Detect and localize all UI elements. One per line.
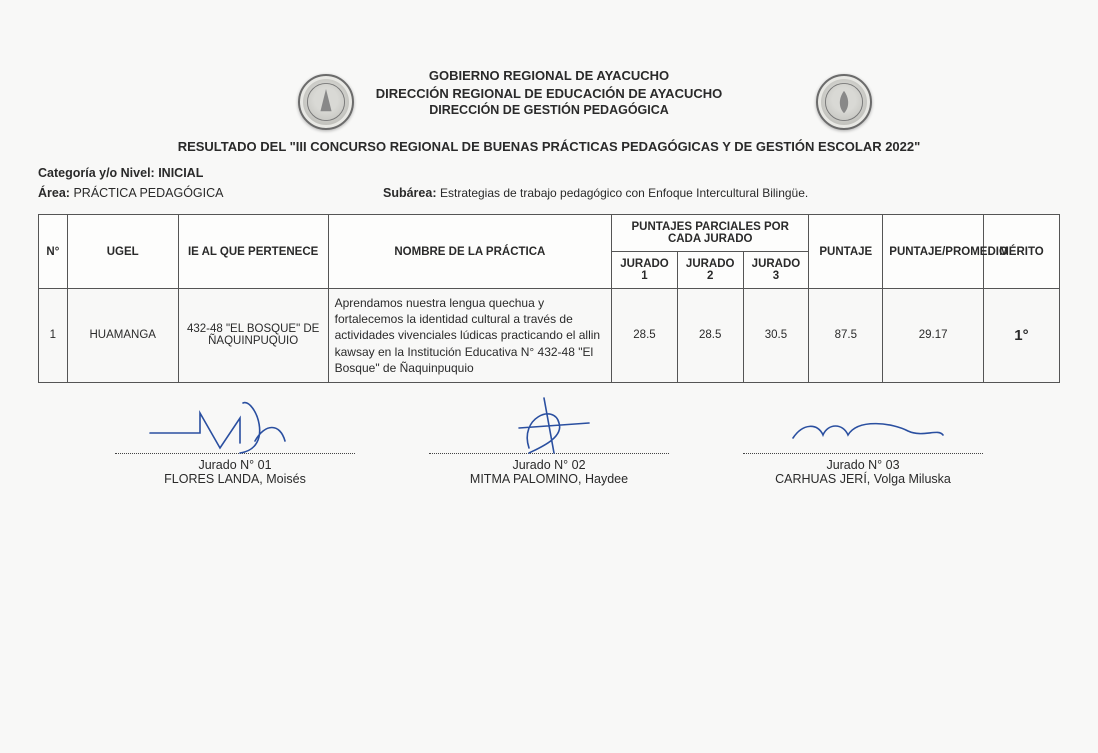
th-n: N° xyxy=(39,215,68,289)
signature-name: CARHUAS JERÍ, Volga Miluska xyxy=(733,472,993,486)
table-header: N° UGEL IE AL QUE PERTENECE NOMBRE DE LA… xyxy=(39,215,1060,289)
th-practice: NOMBRE DE LA PRÁCTICA xyxy=(328,215,611,289)
signature-block: Jurado N° 01 FLORES LANDA, Moisés xyxy=(105,453,365,486)
signature-role: Jurado N° 01 xyxy=(105,458,365,472)
th-j2: JURADO 2 xyxy=(677,252,743,289)
merit-value: 1° xyxy=(1014,327,1028,344)
signature-line xyxy=(115,453,355,454)
area-label: Área: xyxy=(38,186,70,200)
cell-merit: 1° xyxy=(983,289,1059,383)
table-row: 1 HUAMANGA 432-48 "EL BOSQUE" DE ÑAQUINP… xyxy=(39,289,1060,383)
seal-right-icon xyxy=(816,74,872,130)
area-row: Área: PRÁCTICA PEDAGÓGICA Subárea: Estra… xyxy=(38,186,1060,200)
th-partial-group: PUNTAJES PARCIALES POR CADA JURADO xyxy=(612,215,809,252)
seal-left-icon xyxy=(298,74,354,130)
header-gov: GOBIERNO REGIONAL DE AYACUCHO xyxy=(38,68,1060,83)
header-dir2: DIRECCIÓN DE GESTIÓN PEDAGÓGICA xyxy=(38,103,1060,117)
results-table: N° UGEL IE AL QUE PERTENECE NOMBRE DE LA… xyxy=(38,214,1060,383)
signature-role: Jurado N° 03 xyxy=(733,458,993,472)
signature-line xyxy=(743,453,983,454)
subarea-value: Estrategias de trabajo pedagógico con En… xyxy=(440,186,808,200)
result-title: RESULTADO DEL "III CONCURSO REGIONAL DE … xyxy=(38,139,1060,154)
document-header: GOBIERNO REGIONAL DE AYACUCHO DIRECCIÓN … xyxy=(38,68,1060,117)
cell-n: 1 xyxy=(39,289,68,383)
cell-j1: 28.5 xyxy=(612,289,678,383)
header-dir1: DIRECCIÓN REGIONAL DE EDUCACIÓN DE AYACU… xyxy=(38,86,1060,101)
category-value: INICIAL xyxy=(158,166,203,180)
signature-line xyxy=(429,453,669,454)
cell-ugel: HUAMANGA xyxy=(67,289,178,383)
signatures-row: Jurado N° 01 FLORES LANDA, Moisés Jurado… xyxy=(38,453,1060,486)
cell-practice: Aprendamos nuestra lengua quechua y fort… xyxy=(328,289,611,383)
category-row: Categoría y/o Nivel: INICIAL xyxy=(38,166,1060,180)
th-j1: JURADO 1 xyxy=(612,252,678,289)
signature-block: Jurado N° 02 MITMA PALOMINO, Haydee xyxy=(419,453,679,486)
signature-name: MITMA PALOMINO, Haydee xyxy=(419,472,679,486)
th-score: PUNTAJE xyxy=(809,215,883,289)
subarea-label: Subárea: xyxy=(383,186,437,200)
table-body: 1 HUAMANGA 432-48 "EL BOSQUE" DE ÑAQUINP… xyxy=(39,289,1060,383)
area-value: PRÁCTICA PEDAGÓGICA xyxy=(73,186,223,200)
th-ie: IE AL QUE PERTENECE xyxy=(178,215,328,289)
cell-j2: 28.5 xyxy=(677,289,743,383)
cell-score: 87.5 xyxy=(809,289,883,383)
signature-role: Jurado N° 02 xyxy=(419,458,679,472)
signature-name: FLORES LANDA, Moisés xyxy=(105,472,365,486)
cell-ie: 432-48 "EL BOSQUE" DE ÑAQUINPUQUIO xyxy=(178,289,328,383)
cell-avg: 29.17 xyxy=(883,289,984,383)
signature-block: Jurado N° 03 CARHUAS JERÍ, Volga Miluska xyxy=(733,453,993,486)
th-j3: JURADO 3 xyxy=(743,252,809,289)
th-ugel: UGEL xyxy=(67,215,178,289)
th-avg: PUNTAJE/PROMEDIO xyxy=(883,215,984,289)
category-label: Categoría y/o Nivel: xyxy=(38,166,155,180)
cell-j3: 30.5 xyxy=(743,289,809,383)
